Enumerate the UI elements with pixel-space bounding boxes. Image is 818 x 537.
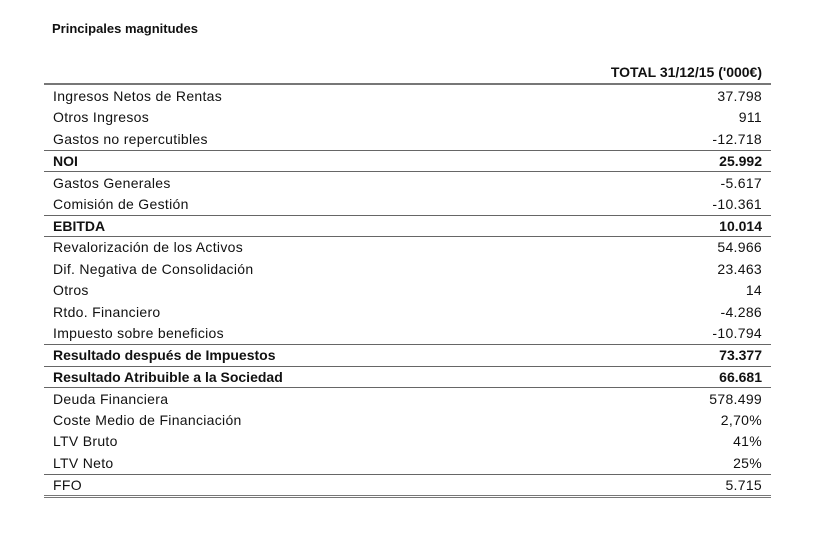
table-row: Resultado Atribuible a la Sociedad 66.681: [44, 365, 771, 388]
row-label: Gastos Generales: [53, 174, 171, 191]
row-label: Otros Ingresos: [53, 109, 150, 126]
table-row: Otros Ingresos 911: [44, 107, 771, 129]
table-row: LTV Neto 25%: [44, 452, 771, 474]
row-value: 41%: [733, 433, 762, 450]
row-value: -5.617: [720, 174, 762, 191]
row-label: NOI: [53, 153, 78, 170]
row-label: Comisión de Gestión: [53, 195, 189, 212]
row-value: -12.718: [712, 130, 762, 147]
row-label: Dif. Negativa de Consolidación: [53, 260, 254, 277]
table-row: Coste Medio de Financiación 2,70%: [44, 409, 771, 431]
row-label: Gastos no repercutibles: [53, 130, 208, 147]
row-label: Impuesto sobre beneficios: [53, 325, 224, 342]
table-row: Comisión de Gestión -10.361: [44, 193, 771, 215]
table-row: FFO 5.715: [44, 473, 771, 496]
page-title: Principales magnitudes: [52, 21, 198, 36]
row-value: -10.361: [712, 195, 762, 212]
row-value: 66.681: [719, 369, 762, 386]
table-row: Gastos no repercutibles -12.718: [44, 128, 771, 150]
table-row: LTV Bruto 41%: [44, 431, 771, 453]
row-label: Revalorización de los Activos: [53, 239, 244, 256]
row-value: -10.794: [712, 325, 762, 342]
table-bottom-border: [44, 495, 771, 499]
row-label: LTV Neto: [53, 454, 114, 471]
table-row: NOI 25.992: [44, 149, 771, 172]
row-label: Resultado Atribuible a la Sociedad: [53, 369, 283, 386]
row-label: Deuda Financiera: [53, 390, 169, 407]
row-value: 23.463: [717, 260, 762, 277]
column-header: TOTAL 31/12/15 ('000€): [44, 61, 771, 85]
row-value: 2,70%: [720, 411, 762, 428]
row-value: 5.715: [725, 476, 762, 493]
row-value: 54.966: [717, 239, 762, 256]
row-value: 14: [745, 282, 762, 299]
table-row: Gastos Generales -5.617: [44, 171, 771, 193]
row-value: -4.286: [720, 303, 762, 320]
table-row: Ingresos Netos de Rentas 37.798: [44, 85, 771, 107]
row-label: Resultado después de Impuestos: [53, 347, 276, 364]
row-value: 10.014: [719, 217, 762, 234]
table-row: Resultado después de Impuestos 73.377: [44, 344, 771, 366]
table-row: Deuda Financiera 578.499: [44, 387, 771, 409]
row-label: EBITDA: [53, 217, 106, 234]
table-row: Dif. Negativa de Consolidación 23.463: [44, 258, 771, 280]
row-label: Coste Medio de Financiación: [53, 411, 242, 428]
table-row: Rtdo. Financiero -4.286: [44, 301, 771, 323]
row-value: 37.798: [717, 87, 762, 104]
magnitudes-table: TOTAL 31/12/15 ('000€) Ingresos Netos de…: [44, 61, 771, 499]
row-label: Otros: [53, 282, 89, 299]
row-value: 578.499: [709, 390, 762, 407]
table-row: Revalorización de los Activos 54.966: [44, 236, 771, 258]
row-label: Ingresos Netos de Rentas: [53, 87, 223, 104]
table-body: Ingresos Netos de Rentas 37.798 Otros Ingr…: [44, 85, 771, 495]
row-label: FFO: [53, 476, 82, 493]
row-value: 911: [738, 109, 762, 126]
row-value: 73.377: [719, 347, 762, 364]
row-label: Rtdo. Financiero: [53, 303, 161, 320]
table-row: Impuesto sobre beneficios -10.794: [44, 323, 771, 345]
table-row: Otros 14: [44, 279, 771, 301]
table-row: EBITDA 10.014: [44, 214, 771, 237]
row-value: 25.992: [719, 153, 762, 170]
row-label: LTV Bruto: [53, 433, 118, 450]
row-value: 25%: [733, 454, 762, 471]
